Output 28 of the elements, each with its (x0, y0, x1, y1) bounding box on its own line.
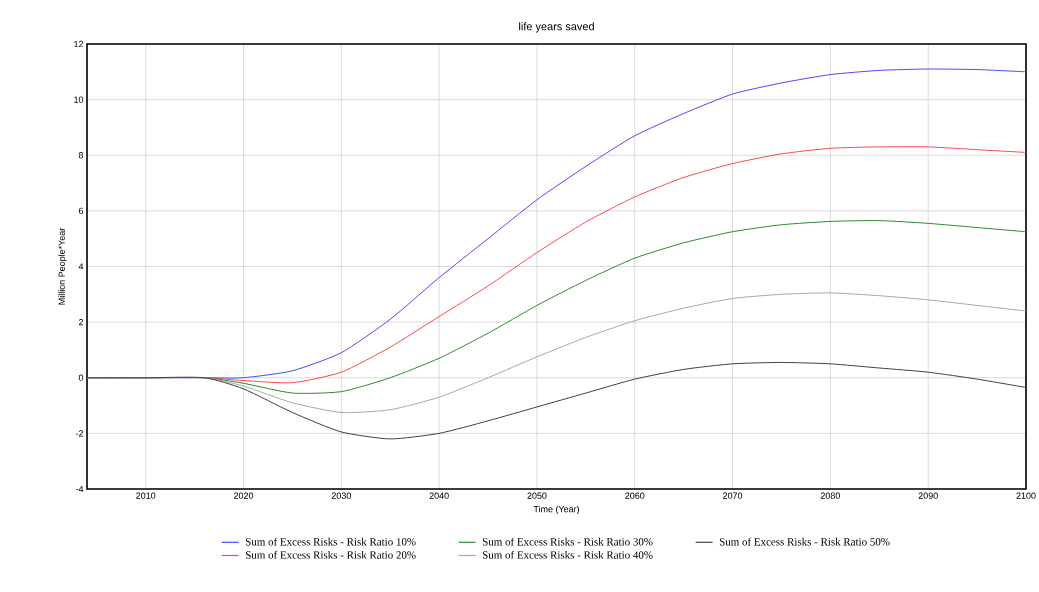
y-tick-label: 6 (78, 207, 84, 215)
y-tick-label: -2 (75, 430, 84, 437)
y-tick-label: 12 (74, 40, 84, 48)
line-series (87, 361, 1026, 440)
legend-label: Sum of Excess Risks - Risk Ratio 40% (482, 550, 653, 559)
x-tick-label: 2070 (723, 492, 743, 499)
x-tick-label: 2020 (233, 492, 254, 499)
x-tick-label: 2050 (527, 492, 547, 499)
legend-label: Sum of Excess Risks - Risk Ratio 50% (719, 537, 890, 546)
y-tick-label: 0 (78, 374, 84, 381)
legend-label: Sum of Excess Risks - Risk Ratio 20% (245, 550, 416, 559)
x-tick-label: 2080 (820, 492, 840, 499)
y-tick-label: 2 (78, 318, 84, 326)
x-tick-label: 2030 (331, 492, 351, 499)
legend-label: Sum of Excess Risks - Risk Ratio 10% (245, 537, 416, 546)
x-tick-label: 2090 (918, 492, 938, 499)
x-tick-label: 2100 (1016, 492, 1036, 499)
y-tick-label: 8 (78, 152, 84, 159)
y-axis-title: Million People*Year (58, 227, 67, 305)
x-tick-label: 2010 (136, 492, 156, 499)
chart-title: life years saved (519, 22, 594, 33)
y-tick-label: -4 (75, 485, 84, 493)
y-tick-label: 4 (78, 263, 84, 270)
x-tick-label: 2040 (429, 492, 449, 499)
x-tick-label: 2060 (625, 492, 645, 499)
legend-label: Sum of Excess Risks - Risk Ratio 30% (482, 537, 653, 546)
y-tick-label: 10 (74, 96, 84, 103)
x-axis-title: Time (Year) (533, 505, 580, 515)
